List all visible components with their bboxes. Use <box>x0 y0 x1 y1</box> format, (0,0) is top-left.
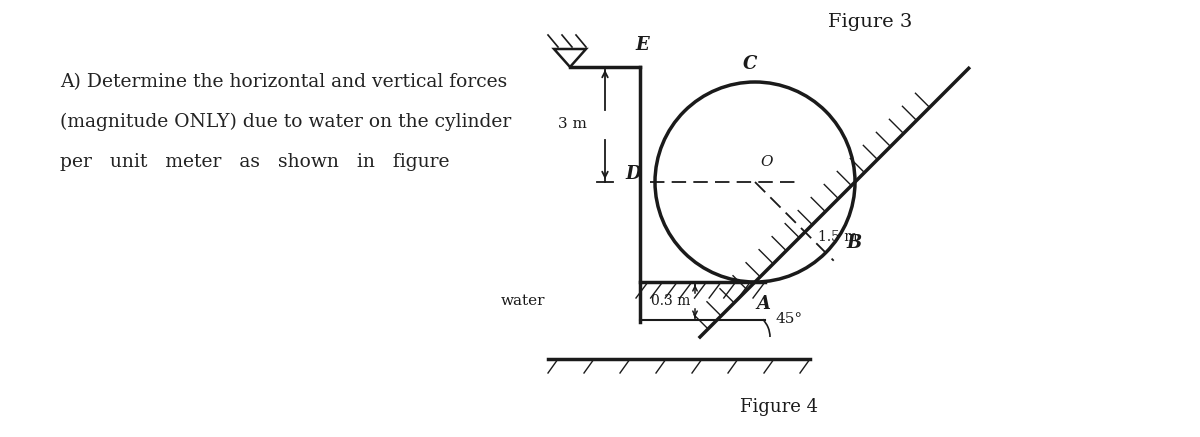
Text: A) Determine the horizontal and vertical forces: A) Determine the horizontal and vertical… <box>60 73 508 91</box>
Text: 45°: 45° <box>775 312 802 326</box>
Text: Figure 4: Figure 4 <box>740 398 818 416</box>
Text: E: E <box>635 36 649 54</box>
Text: C: C <box>743 55 757 73</box>
Text: Figure 3: Figure 3 <box>828 13 912 31</box>
Text: O: O <box>761 155 773 169</box>
Text: A: A <box>756 295 770 313</box>
Text: D: D <box>625 165 641 183</box>
Text: water: water <box>500 294 545 308</box>
Text: B: B <box>846 234 862 252</box>
Text: 3 m: 3 m <box>558 118 587 132</box>
Text: (magnitude ONLY) due to water on the cylinder: (magnitude ONLY) due to water on the cyl… <box>60 113 511 131</box>
Text: per   unit   meter   as   shown   in   figure: per unit meter as shown in figure <box>60 153 450 171</box>
Text: 1.5 m: 1.5 m <box>818 230 858 244</box>
Text: 0.3 m: 0.3 m <box>650 294 690 308</box>
